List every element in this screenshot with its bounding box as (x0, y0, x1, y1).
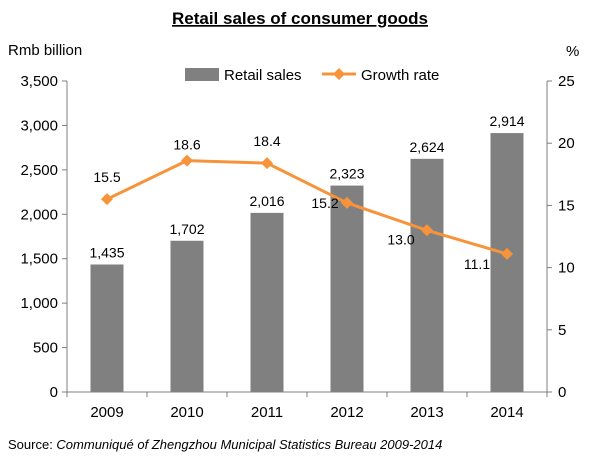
x-tick-label: 2012 (330, 404, 363, 421)
left-tick-label: 3,500 (20, 73, 58, 90)
right-tick-label: 10 (558, 260, 575, 277)
left-tick-label: 2,000 (20, 206, 58, 223)
bar-data-label: 1,435 (89, 244, 124, 260)
growth-rate-marker (181, 154, 193, 167)
line-data-label: 13.0 (387, 231, 414, 247)
bar-data-label: 2,914 (489, 113, 524, 129)
bar-data-label: 2,624 (409, 139, 444, 155)
x-tick-label: 2009 (90, 404, 123, 421)
source-note: Source: Communiqué of Zhengzhou Municipa… (8, 437, 442, 452)
growth-rate-marker (501, 247, 513, 260)
source-prefix: Source: (8, 437, 57, 452)
right-tick-label: 25 (558, 73, 575, 90)
growth-rate-marker (341, 196, 353, 209)
chart-title: Retail sales of consumer goods (172, 9, 428, 28)
legend: Retail sales Growth rate (185, 67, 439, 84)
x-tick-label: 2014 (490, 404, 523, 421)
right-tick-label: 0 (558, 384, 566, 401)
x-tick-label: 2013 (410, 404, 443, 421)
x-tick-label: 2011 (251, 404, 283, 421)
bar-retail-sales (490, 133, 524, 392)
source-text: Communiqué of Zhengzhou Municipal Statis… (56, 437, 443, 452)
bar-data-label: 2,323 (329, 166, 364, 182)
legend-label-retail-sales: Retail sales (224, 67, 302, 84)
left-tick-label: 500 (33, 340, 58, 357)
line-data-label: 11.1 (464, 256, 490, 272)
legend-marker-growth-rate (333, 68, 345, 80)
left-tick-label: 0 (50, 384, 58, 401)
left-axis-label: Rmb billion (8, 42, 82, 59)
left-tick-label: 3,000 (20, 117, 58, 134)
bar-data-label: 1,702 (169, 221, 204, 237)
right-tick-label: 20 (558, 135, 575, 152)
left-tick-label: 1,000 (20, 295, 58, 312)
bar-retail-sales (250, 212, 284, 392)
growth-rate-line (106, 159, 508, 256)
line-data-label: 15.2 (311, 195, 338, 211)
left-tick-label: 1,500 (20, 251, 58, 268)
line-data-label: 18.6 (173, 137, 200, 153)
right-tick-label: 15 (558, 197, 575, 214)
right-tick-label: 5 (558, 322, 566, 339)
bar-retail-sales (410, 158, 444, 392)
left-tick-label: 2,500 (20, 162, 58, 179)
growth-rate-marker (261, 157, 273, 170)
line-data-label: 18.4 (253, 133, 280, 149)
bar-data-label: 2,016 (249, 193, 284, 209)
right-axis-label: % (566, 43, 579, 60)
bar-retail-sales (330, 185, 364, 392)
bar-retail-sales (170, 240, 204, 392)
legend-label-growth-rate: Growth rate (361, 67, 439, 84)
growth-rate-marker (101, 193, 113, 206)
x-tick-label: 2010 (170, 404, 203, 421)
growth-rate-marker (421, 224, 433, 237)
legend-swatch-retail-sales (185, 68, 219, 81)
plot-area: 0 500 1,000 1,500 2,000 2,500 3,000 3,500 0 5 10 15… (20, 73, 574, 421)
bar-retail-sales (90, 264, 124, 392)
line-data-label: 15.5 (93, 169, 120, 185)
